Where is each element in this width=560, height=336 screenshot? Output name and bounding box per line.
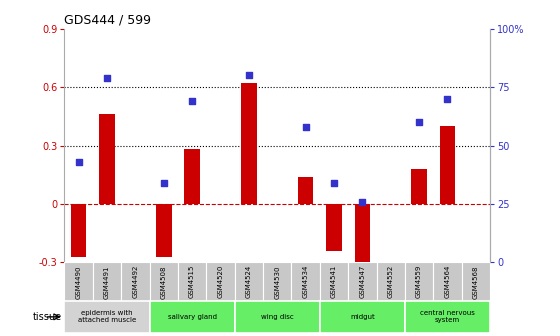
Bar xyxy=(326,204,342,251)
Bar xyxy=(99,114,115,204)
Bar xyxy=(298,177,314,204)
Point xyxy=(244,73,253,78)
Point xyxy=(358,199,367,204)
Bar xyxy=(440,126,455,204)
Bar xyxy=(150,301,235,333)
Point xyxy=(74,159,83,165)
Text: GSM4508: GSM4508 xyxy=(161,265,167,298)
Bar xyxy=(235,301,320,333)
Bar xyxy=(178,262,206,301)
Text: GDS444 / 599: GDS444 / 599 xyxy=(64,13,151,26)
Bar xyxy=(405,262,433,301)
Bar xyxy=(405,301,490,333)
Point xyxy=(414,119,423,125)
Text: salivary gland: salivary gland xyxy=(167,314,217,320)
Text: midgut: midgut xyxy=(350,314,375,320)
Bar xyxy=(235,262,263,301)
Text: GSM4530: GSM4530 xyxy=(274,265,280,298)
Bar xyxy=(348,262,376,301)
Bar xyxy=(461,262,490,301)
Point xyxy=(329,180,338,185)
Bar xyxy=(320,301,405,333)
Bar xyxy=(320,262,348,301)
Text: GSM4568: GSM4568 xyxy=(473,265,479,298)
Bar xyxy=(433,262,461,301)
Bar xyxy=(241,83,256,204)
Bar xyxy=(156,204,171,257)
Bar xyxy=(184,150,200,204)
Text: GSM4515: GSM4515 xyxy=(189,265,195,298)
Bar xyxy=(64,301,150,333)
Text: GSM4552: GSM4552 xyxy=(388,265,394,298)
Text: GSM4559: GSM4559 xyxy=(416,265,422,298)
Text: tissue: tissue xyxy=(32,312,62,322)
Text: GSM4490: GSM4490 xyxy=(76,265,82,298)
Text: GSM4492: GSM4492 xyxy=(132,265,138,298)
Text: central nervous
system: central nervous system xyxy=(420,310,475,323)
Point xyxy=(301,124,310,129)
Bar xyxy=(64,262,93,301)
Text: GSM4541: GSM4541 xyxy=(331,265,337,298)
Text: GSM4564: GSM4564 xyxy=(445,265,450,298)
Point xyxy=(443,96,452,101)
Point xyxy=(102,75,111,80)
Text: GSM4520: GSM4520 xyxy=(217,265,223,298)
Text: GSM4524: GSM4524 xyxy=(246,265,252,298)
Text: GSM4547: GSM4547 xyxy=(360,265,365,298)
Text: GSM4534: GSM4534 xyxy=(302,265,309,298)
Bar xyxy=(263,262,291,301)
Bar xyxy=(93,262,121,301)
Point xyxy=(188,98,197,104)
Point xyxy=(159,180,168,185)
Bar xyxy=(376,262,405,301)
Bar xyxy=(71,204,86,257)
Bar xyxy=(150,262,178,301)
Text: epidermis with
attached muscle: epidermis with attached muscle xyxy=(78,310,136,323)
Bar xyxy=(206,262,235,301)
Text: GSM4491: GSM4491 xyxy=(104,265,110,298)
Bar xyxy=(354,204,370,272)
Bar xyxy=(411,169,427,204)
Bar xyxy=(291,262,320,301)
Text: wing disc: wing disc xyxy=(261,314,293,320)
Bar xyxy=(121,262,150,301)
